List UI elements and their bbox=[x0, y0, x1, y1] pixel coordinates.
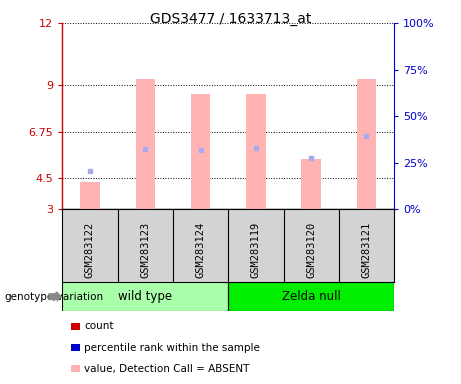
Text: value, Detection Call = ABSENT: value, Detection Call = ABSENT bbox=[84, 364, 250, 374]
Bar bbox=[62, 282, 228, 311]
Bar bbox=[191, 94, 210, 209]
Bar bbox=[246, 94, 266, 209]
Bar bbox=[80, 182, 100, 209]
Bar bbox=[136, 79, 155, 209]
Text: GSM283120: GSM283120 bbox=[306, 221, 316, 278]
Text: GDS3477 / 1633713_at: GDS3477 / 1633713_at bbox=[150, 12, 311, 25]
Bar bbox=[357, 79, 376, 209]
Text: GSM283124: GSM283124 bbox=[195, 221, 206, 278]
Text: count: count bbox=[84, 321, 114, 331]
Text: GSM283123: GSM283123 bbox=[140, 221, 150, 278]
Text: genotype/variation: genotype/variation bbox=[5, 291, 104, 302]
Bar bbox=[228, 282, 394, 311]
Bar bbox=[301, 159, 321, 209]
Text: GSM283119: GSM283119 bbox=[251, 221, 261, 278]
Text: Zelda null: Zelda null bbox=[282, 290, 341, 303]
Text: GSM283121: GSM283121 bbox=[361, 221, 372, 278]
Text: wild type: wild type bbox=[118, 290, 172, 303]
Text: percentile rank within the sample: percentile rank within the sample bbox=[84, 343, 260, 353]
Text: GSM283122: GSM283122 bbox=[85, 221, 95, 278]
